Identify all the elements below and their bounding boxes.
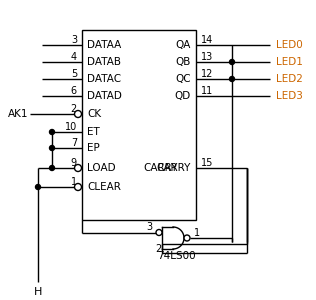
Text: 13: 13: [201, 52, 213, 62]
Text: ET: ET: [87, 127, 100, 137]
Circle shape: [75, 184, 82, 190]
Text: 14: 14: [201, 35, 213, 45]
Circle shape: [75, 164, 82, 172]
Text: 2: 2: [155, 244, 161, 254]
Text: CLEAR: CLEAR: [87, 182, 121, 192]
Text: 1: 1: [194, 228, 200, 238]
Circle shape: [50, 146, 54, 151]
Text: AK1: AK1: [8, 109, 28, 119]
Text: 1: 1: [71, 177, 77, 187]
Circle shape: [184, 235, 190, 241]
Text: 11: 11: [201, 86, 213, 96]
Text: H: H: [34, 287, 42, 297]
Circle shape: [229, 59, 234, 64]
Text: DATAC: DATAC: [87, 74, 121, 84]
Circle shape: [50, 130, 54, 134]
Bar: [82, 30, 196, 220]
Text: 74LS00: 74LS00: [157, 251, 195, 261]
Text: 3: 3: [146, 223, 152, 232]
Text: QB: QB: [176, 57, 191, 67]
Circle shape: [75, 110, 82, 118]
Text: 3: 3: [71, 35, 77, 45]
Circle shape: [35, 184, 40, 190]
Text: 4: 4: [71, 52, 77, 62]
Text: 5: 5: [71, 69, 77, 79]
Text: LED3: LED3: [276, 91, 303, 101]
Text: 12: 12: [201, 69, 213, 79]
Text: CARRY: CARRY: [157, 163, 191, 173]
Circle shape: [229, 76, 234, 82]
Circle shape: [50, 166, 54, 170]
Text: DATAA: DATAA: [87, 40, 121, 50]
Text: 6: 6: [71, 86, 77, 96]
Text: 9: 9: [71, 158, 77, 168]
Text: 10: 10: [65, 122, 77, 132]
Text: LOAD: LOAD: [87, 163, 116, 173]
Text: LED2: LED2: [276, 74, 303, 84]
Text: DATAB: DATAB: [87, 57, 121, 67]
Text: QD: QD: [175, 91, 191, 101]
Text: 7: 7: [71, 138, 77, 148]
Circle shape: [156, 230, 162, 236]
Text: CARRY: CARRY: [144, 163, 178, 173]
Text: 2: 2: [71, 104, 77, 114]
Text: 15: 15: [201, 158, 213, 168]
Text: DATAD: DATAD: [87, 91, 122, 101]
Text: EP: EP: [87, 143, 100, 153]
Text: LED1: LED1: [276, 57, 303, 67]
Text: QC: QC: [175, 74, 191, 84]
Text: QA: QA: [176, 40, 191, 50]
Text: LED0: LED0: [276, 40, 303, 50]
Text: CK: CK: [87, 109, 101, 119]
